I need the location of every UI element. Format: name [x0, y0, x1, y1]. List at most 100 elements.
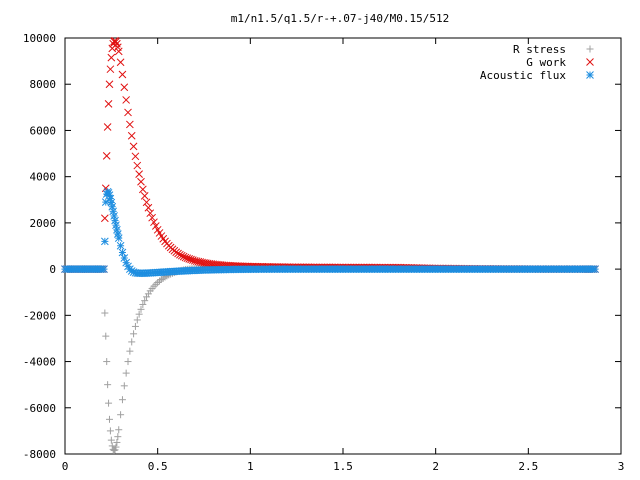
x-tick-label: 2 — [432, 460, 439, 473]
data-point — [106, 427, 114, 435]
data-point — [114, 234, 123, 242]
data-point — [120, 83, 129, 92]
legend-marker — [586, 45, 594, 53]
data-point — [133, 161, 142, 170]
data-point — [591, 265, 599, 273]
legend-marker — [586, 71, 594, 79]
y-tick-label: 8000 — [30, 78, 57, 91]
chart-title: m1/n1.5/q1.5/r-+.07-j40/M0.15/512 — [231, 12, 450, 25]
data-point — [122, 369, 130, 377]
data-point — [144, 290, 152, 298]
data-point — [104, 100, 113, 108]
x-tick-label: 2.5 — [518, 460, 538, 473]
x-tick-label: 3 — [618, 460, 625, 473]
y-tick-label: -4000 — [23, 356, 56, 369]
data-point — [118, 70, 127, 79]
data-point — [141, 297, 149, 305]
data-point — [103, 358, 111, 366]
data-point — [107, 436, 115, 444]
data-point — [102, 332, 110, 340]
data-point — [108, 202, 117, 211]
data-point — [105, 415, 113, 423]
data-point — [104, 381, 112, 389]
x-tick-label: 1.5 — [333, 460, 353, 473]
data-point — [112, 221, 120, 230]
plot-frame — [64, 37, 622, 455]
data-point — [122, 96, 131, 104]
data-point — [116, 58, 125, 67]
tick-layer: 0 0.5 1 1.5 2 2.5 3 -8000 -6000 -4000 -2000 0 2000 40… — [23, 32, 624, 473]
data-point — [128, 338, 136, 346]
data-point — [107, 53, 116, 62]
data-point — [110, 447, 118, 455]
data-point — [112, 443, 120, 451]
data-point — [109, 207, 118, 216]
x-tick-label: 0 — [62, 460, 69, 473]
data-point — [137, 305, 145, 313]
data-point — [124, 108, 132, 117]
data-point — [143, 293, 151, 301]
data-point — [146, 209, 155, 218]
data-point — [133, 316, 141, 324]
data-point — [106, 65, 115, 74]
series-2 — [61, 187, 599, 278]
data-point — [152, 280, 160, 288]
data-point — [177, 251, 186, 260]
legend-label: R stress — [513, 43, 566, 56]
data-point — [116, 241, 125, 250]
data-point — [135, 310, 143, 318]
data-point — [115, 426, 123, 434]
data-point — [100, 237, 109, 246]
data-point — [122, 258, 131, 267]
y-tick-label: -2000 — [23, 309, 56, 322]
data-point — [120, 382, 128, 390]
data-point — [154, 279, 162, 287]
data-point — [148, 213, 156, 222]
data-point — [118, 396, 126, 404]
series-layer — [61, 36, 599, 455]
data-point — [137, 177, 145, 186]
data-point — [118, 248, 127, 257]
data-point — [126, 120, 134, 129]
x-tick-label: 1 — [247, 460, 254, 473]
data-point — [129, 142, 138, 151]
data-point — [150, 218, 158, 227]
data-point — [176, 250, 184, 259]
y-tick-label: -8000 — [23, 448, 56, 461]
y-tick-label: 10000 — [23, 32, 56, 45]
y-tick-label: 0 — [49, 263, 56, 276]
data-point — [105, 80, 114, 89]
data-point — [105, 399, 113, 407]
x-tick-label: 0.5 — [148, 460, 168, 473]
data-point — [138, 185, 147, 194]
data-point — [108, 442, 116, 450]
legend-label: Acoustic flux — [480, 69, 566, 82]
data-point — [140, 191, 149, 200]
data-point — [126, 347, 134, 355]
data-point — [135, 170, 143, 178]
data-point — [114, 47, 123, 56]
legend-label: G work — [526, 56, 566, 69]
data-point — [142, 198, 151, 207]
y-tick-label: 2000 — [30, 217, 57, 230]
y-tick-label: -6000 — [23, 402, 56, 415]
data-point — [112, 37, 120, 46]
data-point — [100, 214, 109, 223]
data-point — [124, 358, 132, 366]
data-point — [131, 322, 139, 330]
series-0 — [61, 265, 599, 455]
data-point — [114, 433, 122, 441]
data-point — [139, 300, 147, 308]
data-point — [110, 212, 118, 220]
data-point — [131, 152, 140, 161]
data-point — [113, 438, 121, 446]
data-point — [127, 131, 136, 140]
y-tick-label: 4000 — [30, 171, 57, 184]
data-point — [151, 222, 160, 230]
y-tick-label: 6000 — [30, 124, 57, 137]
data-point — [111, 216, 119, 225]
data-point — [130, 330, 138, 338]
data-point — [100, 265, 108, 273]
